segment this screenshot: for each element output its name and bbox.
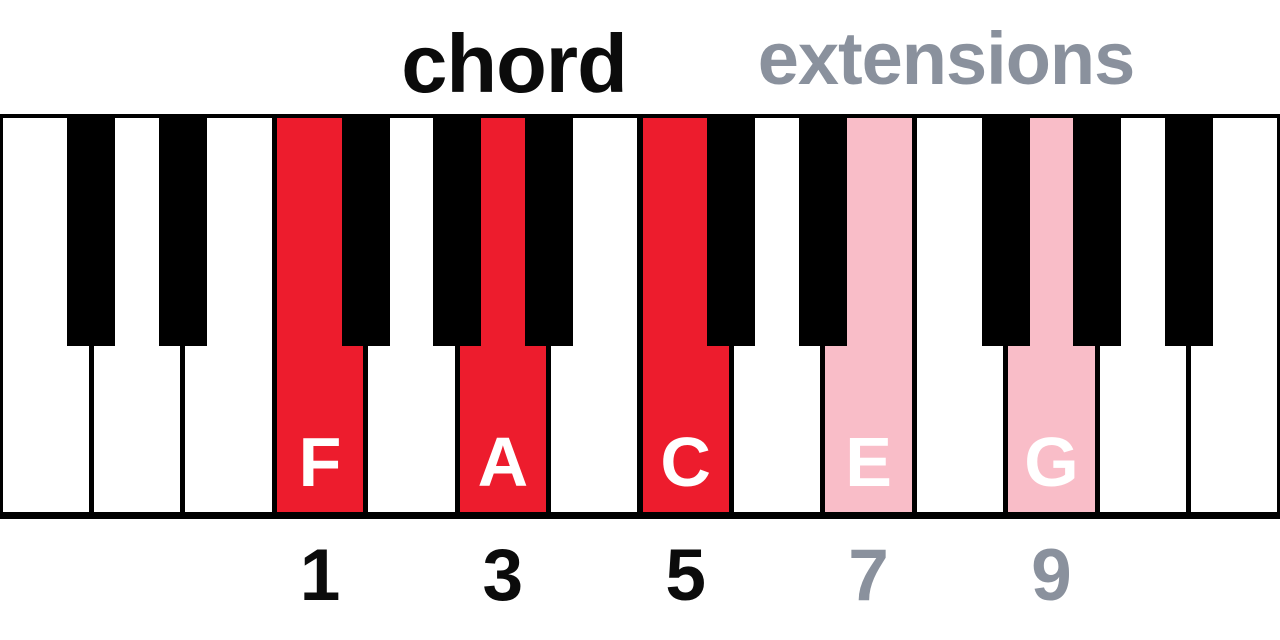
- scale-degree-9: 9: [1031, 535, 1072, 616]
- black-key-G-sharp-1: [433, 114, 482, 346]
- key-note-label-E: E: [845, 423, 892, 501]
- black-key-D-sharp-1: [158, 114, 207, 346]
- key-note-label-F: F: [298, 423, 342, 501]
- chord-heading: chord: [401, 17, 628, 110]
- extensions-heading: extensions: [757, 17, 1136, 100]
- black-key-F-sharp-2: [981, 114, 1030, 346]
- black-key-C-sharp-2: [707, 114, 756, 346]
- scale-degree-1: 1: [299, 535, 341, 616]
- key-note-label-A: A: [477, 423, 529, 501]
- black-key-F-sharp-1: [341, 114, 390, 346]
- black-key-A-sharp-1: [524, 114, 573, 346]
- black-key-C-sharp-1: [67, 114, 116, 346]
- black-key-D-sharp-2: [798, 114, 847, 346]
- key-note-label-G: G: [1024, 423, 1079, 501]
- scale-degree-5: 5: [665, 535, 707, 616]
- scale-degree-3: 3: [482, 535, 524, 616]
- scale-degree-7: 7: [848, 535, 889, 616]
- black-key-A-sharp-2: [1164, 114, 1213, 346]
- black-key-G-sharp-2: [1073, 114, 1122, 346]
- key-note-label-C: C: [660, 423, 711, 501]
